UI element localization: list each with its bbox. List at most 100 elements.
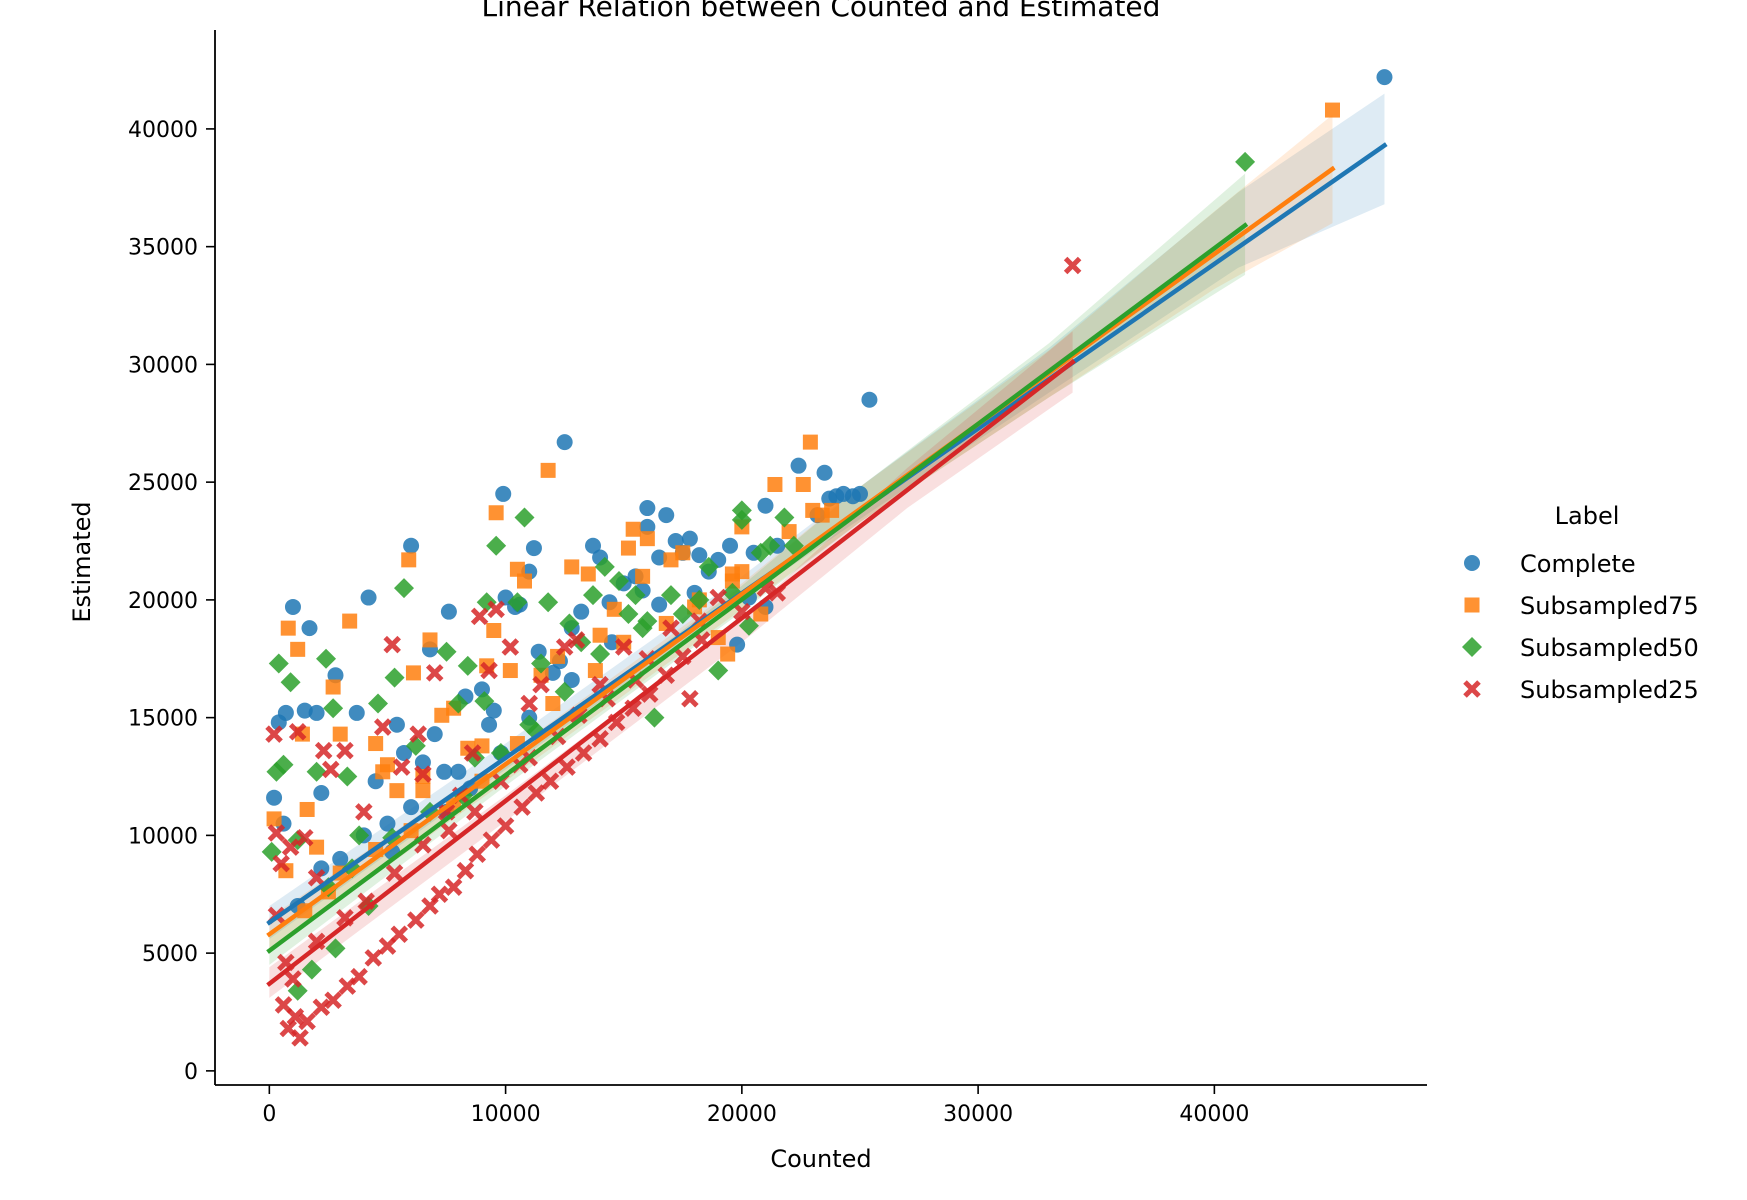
point-subsampled75 xyxy=(379,757,395,773)
point-subsampled25 xyxy=(574,744,593,762)
y-tick-label: 40000 xyxy=(128,118,198,143)
point-subsampled25 xyxy=(324,991,342,1009)
point-subsampled50 xyxy=(760,535,781,556)
point-complete xyxy=(573,603,590,620)
point-complete xyxy=(266,789,283,806)
point-subsampled25 xyxy=(444,878,463,896)
y-ticks: 0 5000 10000 15000 20000 25000 30000 35000 40000 xyxy=(128,118,215,1085)
point-subsampled50 xyxy=(672,604,693,625)
point-subsampled50 xyxy=(287,980,308,1001)
point-subsampled25 xyxy=(541,772,560,790)
legend-label-subsampled25: Subsampled25 xyxy=(1520,676,1699,704)
regression-line-subsampled50 xyxy=(266,222,1249,954)
point-complete xyxy=(603,634,620,651)
point-complete xyxy=(556,434,573,451)
point-complete xyxy=(308,704,325,721)
regression-lines xyxy=(266,142,1388,987)
point-complete xyxy=(360,589,377,606)
point-subsampled25 xyxy=(355,803,373,821)
point-subsampled50 xyxy=(394,578,415,599)
point-complete xyxy=(481,716,498,733)
point-subsampled50 xyxy=(708,660,729,681)
point-subsampled75 xyxy=(342,613,358,629)
point-subsampled75 xyxy=(266,811,282,827)
point-subsampled25 xyxy=(555,638,574,656)
point-subsampled50 xyxy=(306,761,327,782)
point-subsampled25 xyxy=(314,741,333,760)
point-complete xyxy=(379,815,396,832)
point-complete xyxy=(667,533,684,550)
point-subsampled75 xyxy=(509,561,525,577)
point-complete xyxy=(651,549,668,566)
point-subsampled25 xyxy=(321,760,340,779)
point-complete xyxy=(440,603,457,620)
legend-label-subsampled50: Subsampled50 xyxy=(1520,634,1699,662)
point-subsampled50 xyxy=(559,613,580,634)
point-subsampled25 xyxy=(501,638,520,656)
y-tick-label: 30000 xyxy=(128,353,198,378)
point-subsampled50 xyxy=(301,959,322,980)
point-complete xyxy=(851,485,868,502)
x-tick-label: 0 xyxy=(262,1102,276,1127)
point-subsampled50 xyxy=(337,766,358,787)
point-complete xyxy=(658,507,675,524)
point-subsampled25 xyxy=(409,725,427,743)
point-subsampled50 xyxy=(554,681,575,702)
point-subsampled25 xyxy=(407,911,425,929)
point-subsampled25 xyxy=(520,694,538,713)
point-subsampled75 xyxy=(592,627,608,643)
point-complete xyxy=(426,726,443,743)
legend-label-subsampled75: Subsampled75 xyxy=(1520,592,1699,620)
point-subsampled25 xyxy=(378,937,397,955)
point-subsampled25 xyxy=(463,744,482,762)
point-subsampled50 xyxy=(632,618,653,639)
point-subsampled25 xyxy=(265,725,283,743)
point-complete xyxy=(348,704,365,721)
y-tick-label: 0 xyxy=(184,1060,198,1085)
point-subsampled75 xyxy=(486,623,502,639)
point-subsampled50 xyxy=(689,589,710,610)
point-complete xyxy=(525,540,542,557)
x-tick-label: 30000 xyxy=(943,1102,1013,1127)
chart-title: Linear Relation between Counted and Esti… xyxy=(482,0,1161,23)
point-complete xyxy=(284,598,301,615)
point-subsampled75 xyxy=(1324,102,1340,118)
point-complete xyxy=(403,537,420,554)
point-complete xyxy=(585,537,602,554)
point-subsampled75 xyxy=(663,552,679,568)
point-subsampled25 xyxy=(532,675,550,694)
point-complete xyxy=(332,850,349,867)
point-subsampled25 xyxy=(430,885,449,904)
legend-marker-complete xyxy=(1464,555,1480,571)
point-subsampled25 xyxy=(298,1012,316,1031)
point-subsampled25 xyxy=(614,638,633,656)
legend-title: Label xyxy=(1555,502,1620,530)
point-subsampled25 xyxy=(288,722,307,741)
point-subsampled50 xyxy=(325,938,346,959)
point-complete xyxy=(327,667,344,684)
point-subsampled25 xyxy=(392,758,411,776)
point-subsampled50 xyxy=(738,615,759,636)
point-subsampled75 xyxy=(767,476,783,492)
point-subsampled50 xyxy=(644,707,665,728)
point-subsampled75 xyxy=(299,801,315,817)
point-subsampled25 xyxy=(281,838,300,856)
x-tick-label: 40000 xyxy=(1179,1102,1249,1127)
point-complete xyxy=(396,744,413,761)
legend-marker-subsampled75 xyxy=(1464,597,1480,613)
point-subsampled75 xyxy=(620,540,636,556)
point-subsampled50 xyxy=(268,653,289,674)
point-complete xyxy=(388,716,405,733)
point-subsampled50 xyxy=(273,754,294,775)
point-subsampled75 xyxy=(587,663,603,679)
point-subsampled75 xyxy=(635,568,651,584)
point-subsampled75 xyxy=(415,783,431,799)
point-subsampled25 xyxy=(373,718,392,736)
point-subsampled50 xyxy=(405,735,426,756)
legend-marker-subsampled50 xyxy=(1462,637,1482,657)
point-subsampled75 xyxy=(724,573,740,589)
point-subsampled75 xyxy=(325,679,341,695)
y-tick-label: 20000 xyxy=(128,589,198,614)
point-complete xyxy=(757,497,774,514)
